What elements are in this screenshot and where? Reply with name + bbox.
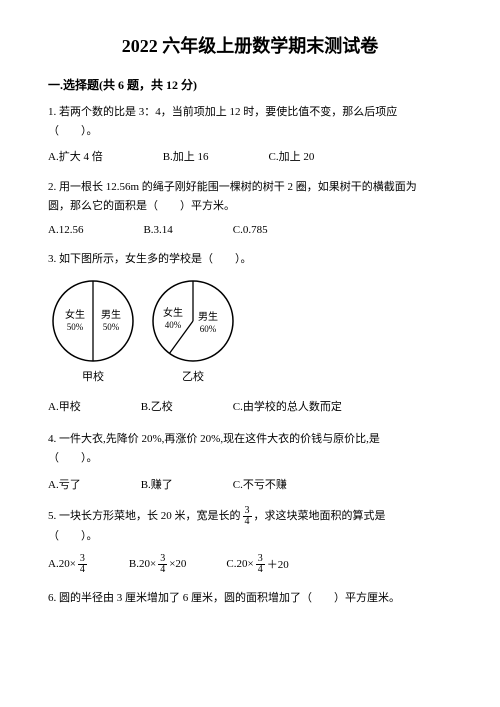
q1-opt-b: B.加上 16 <box>163 148 209 164</box>
pie-a-block: 女生 50% 男生 50% 甲校 <box>48 276 138 384</box>
q4-opt-b: B.赚了 <box>141 476 173 492</box>
pie-b-label: 乙校 <box>148 368 238 384</box>
pie-a-left-pct: 50% <box>67 322 84 332</box>
q5c-frac: 3 4 <box>256 554 265 575</box>
q5-post: ，求这块菜地面积的算式是 <box>254 507 386 526</box>
q4-options: A.亏了 B.赚了 C.不亏不赚 <box>48 476 452 492</box>
q1-opt-c: C.加上 20 <box>269 148 315 164</box>
q5-opt-a: A.20× 3 4 <box>48 554 89 575</box>
pie-b-right-pct: 60% <box>200 324 217 334</box>
q5-opt-c: C.20× 3 4 ＋20 <box>226 554 288 575</box>
q2-line1: 2. 用一根长 12.56m 的绳子刚好能围一棵树的树干 2 圈，如果树干的横截… <box>48 181 417 193</box>
pie-b-right-top: 男生 <box>198 310 218 323</box>
q2-line2: 圆，那么它的面积是（ ）平方米。 <box>48 200 235 212</box>
q4-opt-c: C.不亏不赚 <box>233 476 287 492</box>
question-5: 5. 一块长方形菜地，长 20 米，宽是长的 3 4 ，求这块菜地面积的算式是 … <box>48 506 452 546</box>
q1-line2: （ ）。 <box>48 125 98 137</box>
q1-opt-a: A.扩大 4 倍 <box>48 148 103 164</box>
pie-b-left-pct: 40% <box>165 320 182 330</box>
q5-frac: 3 4 <box>243 506 252 527</box>
q1-options: A.扩大 4 倍 B.加上 16 C.加上 20 <box>48 148 452 164</box>
pie-a-right-top: 男生 <box>101 308 121 321</box>
page-title: 2022 六年级上册数学期末测试卷 <box>48 32 452 58</box>
q5-pre: 5. 一块长方形菜地，长 20 米，宽是长的 <box>48 507 241 526</box>
question-1: 1. 若两个数的比是 3：4，当前项加上 12 时，要使比值不变，那么后项应 （… <box>48 103 452 140</box>
q4-opt-a: A.亏了 <box>48 476 81 492</box>
pie-a: 女生 50% 男生 50% <box>48 276 138 366</box>
q5b-pre: B.20× <box>129 558 156 570</box>
q2-opt-b: B.3.14 <box>143 224 172 236</box>
q5-opt-b: B.20× 3 4 ×20 <box>129 554 187 575</box>
q5a-pre: A.20× <box>48 558 76 570</box>
q2-opt-a: A.12.56 <box>48 224 83 236</box>
pie-b-left-top: 女生 <box>163 306 183 319</box>
question-3: 3. 如下图所示，女生多的学校是（ ）。 <box>48 250 452 269</box>
q5-tail: （ ）。 <box>48 530 98 542</box>
q5b-post: ×20 <box>169 558 186 570</box>
q4-line2: （ ）。 <box>48 452 98 464</box>
q5a-frac: 3 4 <box>78 554 87 575</box>
q3-opt-b: B.乙校 <box>141 398 173 414</box>
pie-a-label: 甲校 <box>48 368 138 384</box>
question-4: 4. 一件大衣,先降价 20%,再涨价 20%,现在这件大衣的价钱与原价比,是 … <box>48 430 452 467</box>
q3-options: A.甲校 B.乙校 C.由学校的总人数而定 <box>48 398 452 414</box>
pie-b: 女生 40% 男生 60% <box>148 276 238 366</box>
pie-charts: 女生 50% 男生 50% 甲校 女生 40% 男生 60% 乙校 <box>48 276 452 384</box>
q2-opt-c: C.0.785 <box>233 224 268 236</box>
q5-options: A.20× 3 4 B.20× 3 4 ×20 C.20× 3 4 ＋20 <box>48 554 452 575</box>
q3-opt-a: A.甲校 <box>48 398 81 414</box>
q4-line1: 4. 一件大衣,先降价 20%,再涨价 20%,现在这件大衣的价钱与原价比,是 <box>48 433 380 445</box>
question-6: 6. 圆的半径由 3 厘米增加了 6 厘米，圆的面积增加了（ ）平方厘米。 <box>48 589 452 608</box>
q5c-post: ＋20 <box>267 556 289 572</box>
pie-a-right-pct: 50% <box>103 322 120 332</box>
q1-line1: 1. 若两个数的比是 3：4，当前项加上 12 时，要使比值不变，那么后项应 <box>48 106 397 118</box>
q3-opt-c: C.由学校的总人数而定 <box>233 398 342 414</box>
question-2: 2. 用一根长 12.56m 的绳子刚好能围一棵树的树干 2 圈，如果树干的横截… <box>48 178 452 215</box>
q2-options: A.12.56 B.3.14 C.0.785 <box>48 224 452 236</box>
q5b-frac: 3 4 <box>158 554 167 575</box>
pie-b-block: 女生 40% 男生 60% 乙校 <box>148 276 238 384</box>
q5c-pre: C.20× <box>226 558 253 570</box>
q5-frac-d: 4 <box>243 517 252 527</box>
pie-a-left-top: 女生 <box>65 308 85 321</box>
section-heading: 一.选择题(共 6 题，共 12 分) <box>48 76 452 93</box>
